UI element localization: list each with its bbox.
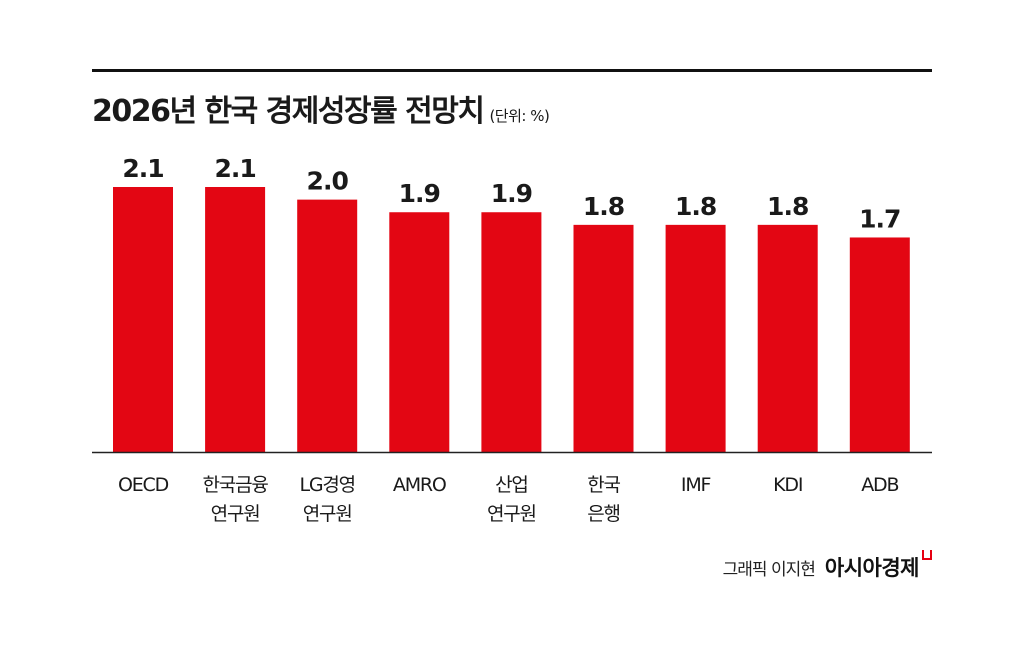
unit-label: (단위: %) bbox=[489, 107, 550, 125]
value-label: 1.8 bbox=[767, 192, 808, 221]
category-label: 한국금융 bbox=[203, 474, 269, 496]
value-label: 1.8 bbox=[675, 192, 716, 221]
value-label: 1.9 bbox=[399, 179, 440, 208]
category-label: OECD bbox=[118, 474, 169, 496]
value-label: 2.1 bbox=[122, 154, 163, 183]
category-label: IMF bbox=[681, 474, 711, 496]
value-label: 2.1 bbox=[214, 154, 255, 183]
category-label: 은행 bbox=[587, 503, 620, 525]
bar bbox=[389, 212, 450, 452]
category-label: 연구원 bbox=[487, 503, 536, 525]
bar bbox=[113, 187, 173, 452]
brand-mark-icon bbox=[922, 550, 932, 560]
value-label: 2.0 bbox=[307, 167, 349, 196]
bar bbox=[665, 224, 726, 452]
category-label: 산업 bbox=[495, 474, 528, 496]
bar bbox=[757, 224, 818, 452]
value-label: 1.8 bbox=[583, 192, 624, 221]
bar bbox=[205, 187, 266, 452]
bar bbox=[297, 199, 358, 452]
brand-logo: 아시아경제 bbox=[824, 550, 932, 582]
brand-name: 아시아경제 bbox=[824, 556, 920, 580]
value-label: 1.9 bbox=[491, 179, 532, 208]
chart-title: 2026년 한국 경제성장률 전망치 (단위: %) bbox=[92, 86, 550, 130]
category-label: KDI bbox=[773, 474, 802, 496]
graphic-credit: 그래픽 이지현 bbox=[722, 560, 816, 580]
category-label: LG경영 bbox=[299, 474, 354, 496]
footer: 그래픽 이지현 아시아경제 bbox=[722, 550, 932, 582]
bar bbox=[849, 237, 910, 452]
chart-title-text: 2026년 한국 경제성장률 전망치 bbox=[92, 94, 485, 129]
top-rule bbox=[92, 69, 932, 72]
bar bbox=[481, 212, 542, 452]
category-label: AMRO bbox=[393, 474, 446, 496]
bar bbox=[573, 224, 634, 452]
category-label: 연구원 bbox=[211, 503, 260, 525]
category-label: ADB bbox=[861, 474, 898, 496]
category-label: 한국 bbox=[587, 474, 620, 496]
value-label: 1.7 bbox=[859, 204, 900, 233]
category-label: 연구원 bbox=[303, 503, 352, 525]
